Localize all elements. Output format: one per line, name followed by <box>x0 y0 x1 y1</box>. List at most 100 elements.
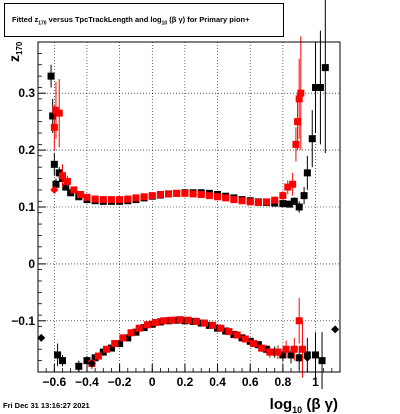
red-data-point <box>197 190 205 198</box>
red-data-point <box>290 345 298 353</box>
red-data-point <box>222 194 230 202</box>
black-data-point <box>50 160 58 168</box>
red-data-point <box>289 180 297 188</box>
black-data-point <box>47 72 55 80</box>
red-data-point <box>246 198 254 206</box>
black-data-point <box>279 200 287 208</box>
red-data-point <box>297 89 305 97</box>
black-data-point <box>107 344 115 352</box>
x-tick-label: 0 <box>149 375 156 389</box>
red-data-point <box>249 340 257 348</box>
y-tick-label: −0.1 <box>11 314 35 328</box>
black-data-point <box>308 135 316 143</box>
red-data-point <box>292 140 300 148</box>
black-data-point <box>321 64 329 72</box>
red-data-point <box>99 196 107 204</box>
black-data-point <box>52 180 60 188</box>
red-data-point <box>140 193 148 201</box>
black-data-point <box>54 351 62 359</box>
red-data-point <box>76 190 84 198</box>
y-tick-label: 0.1 <box>18 200 35 214</box>
x-tick-label: −0.2 <box>108 375 132 389</box>
black-data-point <box>58 357 66 365</box>
red-data-point <box>160 317 168 325</box>
red-data-point <box>209 321 217 329</box>
red-data-point <box>254 198 262 206</box>
red-data-point <box>124 195 132 203</box>
black-data-point <box>318 357 326 365</box>
red-data-point <box>107 196 115 204</box>
black-data-point <box>49 112 57 120</box>
red-data-point <box>279 192 287 200</box>
red-data-point <box>63 177 71 185</box>
red-data-point <box>119 334 127 342</box>
red-data-point <box>135 324 143 332</box>
black-data-point <box>300 192 308 200</box>
red-data-point <box>184 316 192 324</box>
red-data-point <box>201 319 209 327</box>
x-tick-label: 0.4 <box>209 375 226 389</box>
red-data-point <box>173 189 181 197</box>
x-tick-label: 0.8 <box>275 375 292 389</box>
x-tick-label: −0.4 <box>75 375 99 389</box>
red-data-point <box>284 183 292 191</box>
diamond-point <box>37 333 46 342</box>
axis-labels: −0.6 −0.4 −0.2 0 0.2 0.4 0.6 0.8 1 −0.1 0 0.1 0.2 0.3… <box>6 41 338 414</box>
red-data-point <box>266 348 274 356</box>
red-data-point <box>295 317 303 325</box>
x-tick-label: 1 <box>312 375 319 389</box>
red-data-point <box>83 193 91 201</box>
black-data-point <box>285 200 293 208</box>
red-data-point <box>176 316 184 324</box>
black-data-point <box>290 197 298 205</box>
red-data-point <box>111 340 119 348</box>
axis-ticks <box>37 41 341 373</box>
black-data-point <box>83 357 91 365</box>
red-data-point <box>225 328 233 336</box>
red-data-point <box>94 352 102 360</box>
red-data-point <box>55 109 63 117</box>
red-data-point <box>152 319 160 326</box>
black-data-point <box>312 84 320 92</box>
x-tick-label: −0.6 <box>42 375 66 389</box>
red-data-point <box>168 316 176 324</box>
timestamp-footer: Fri Dec 31 13:16:27 2021 <box>3 401 90 410</box>
red-data-point <box>295 95 303 103</box>
red-data-point <box>294 118 302 126</box>
black-data-point <box>62 183 70 191</box>
black-data-point <box>295 203 303 211</box>
red-data-point <box>238 197 246 205</box>
black-data-point <box>295 354 303 362</box>
y-tick-label: 0 <box>28 257 35 271</box>
red-data-point <box>298 345 306 353</box>
black-data-point <box>116 340 124 348</box>
red-data-point <box>50 123 58 131</box>
red-data-point <box>116 196 124 204</box>
red-data-point <box>156 190 164 198</box>
red-data-point <box>143 321 151 329</box>
diamond-point <box>87 359 96 368</box>
red-data-point <box>263 198 271 206</box>
black-data-point <box>316 84 324 92</box>
black-data-point <box>303 169 311 177</box>
black-data-point <box>132 328 140 336</box>
red-data-point <box>274 348 282 356</box>
red-data-point <box>91 195 99 203</box>
red-data-point <box>233 331 241 339</box>
red-data-point <box>70 186 78 194</box>
black-data-point <box>75 362 83 370</box>
diamond-point <box>50 185 59 194</box>
red-data-point <box>271 196 279 204</box>
data-points <box>37 0 340 390</box>
diamond-point <box>303 353 312 362</box>
red-data-point <box>258 344 266 352</box>
red-data-point <box>127 329 135 337</box>
x-tick-label: 0.2 <box>177 375 194 389</box>
y-axis-label: z170 <box>6 41 24 62</box>
red-data-point <box>214 193 222 201</box>
red-data-point <box>58 172 66 180</box>
red-data-point <box>217 324 225 332</box>
red-data-point <box>103 345 111 353</box>
red-data-point <box>241 335 249 343</box>
